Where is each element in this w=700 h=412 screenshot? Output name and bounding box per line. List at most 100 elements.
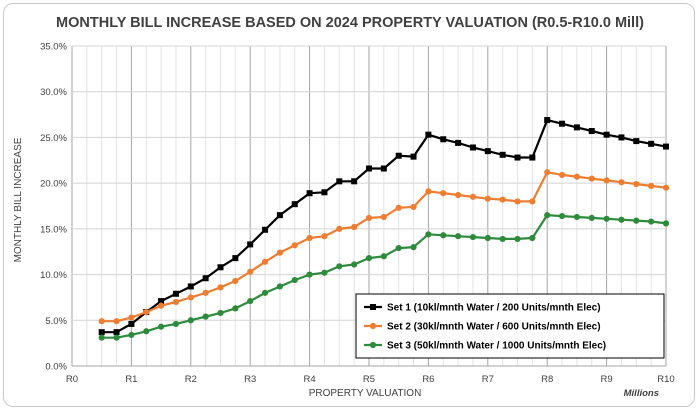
data-point — [603, 215, 610, 222]
chart-frame: MONTHLY BILL INCREASE BASED ON 2024 PROP… — [3, 3, 695, 407]
x-tick-label: R8 — [541, 374, 553, 385]
data-point — [217, 284, 224, 291]
data-point — [380, 213, 387, 221]
data-point — [603, 131, 610, 138]
y-tick-label: 5.0% — [45, 316, 67, 327]
data-point — [291, 276, 298, 284]
data-point — [261, 289, 269, 296]
data-point — [544, 169, 551, 176]
legend-label: Set 3 (50kl/mnth Water / 1000 Units/mnth… — [387, 341, 606, 352]
data-point — [306, 271, 313, 278]
data-point — [321, 233, 328, 240]
data-point — [633, 217, 640, 224]
x-tick-label: R4 — [304, 374, 316, 385]
data-point — [529, 234, 536, 242]
x-tick-label: R3 — [244, 374, 256, 385]
data-point — [633, 138, 640, 145]
data-point — [425, 188, 432, 195]
data-point — [306, 190, 313, 197]
x-tick-label: R1 — [125, 374, 137, 385]
data-point — [128, 314, 135, 321]
data-point — [98, 329, 105, 336]
data-point — [663, 143, 669, 150]
data-point — [380, 165, 387, 172]
legend-item: Set 2 (30kl/mnth Water / 600 Units/mnth … — [364, 322, 601, 333]
data-point — [247, 241, 254, 248]
data-point — [158, 323, 165, 330]
data-point — [395, 204, 402, 211]
data-point — [172, 298, 180, 306]
legend-label: Set 2 (30kl/mnth Water / 600 Units/mnth … — [387, 322, 601, 333]
x-tick-label: R0 — [66, 374, 78, 385]
data-point — [202, 289, 209, 296]
data-point — [187, 283, 194, 290]
data-point — [648, 140, 655, 147]
series-3 — [98, 212, 670, 341]
data-point — [588, 214, 595, 221]
data-point — [455, 139, 462, 146]
series-1 — [98, 117, 669, 336]
y-tick-label: 25.0% — [40, 133, 67, 144]
data-point — [291, 201, 298, 208]
data-point — [529, 154, 536, 161]
legend-box — [355, 293, 665, 359]
data-point — [484, 195, 491, 202]
legend-marker — [370, 304, 376, 310]
data-point — [648, 182, 655, 189]
data-point — [455, 233, 462, 240]
data-point — [113, 318, 120, 325]
data-point — [187, 317, 194, 324]
data-point — [336, 225, 343, 232]
data-point — [573, 124, 580, 131]
x-tick-label: R6 — [422, 374, 434, 385]
data-point — [262, 226, 269, 233]
data-point — [217, 309, 224, 317]
data-point — [648, 218, 655, 225]
x-axis-units-note: Millions — [624, 388, 659, 399]
y-tick-label: 15.0% — [40, 224, 67, 235]
y-axis-label: MONTHLY BILL INCREASE — [13, 137, 24, 262]
data-point — [440, 232, 447, 239]
legend: Set 1 (10kl/mnth Water / 200 Units/mnth … — [355, 293, 665, 359]
data-point — [113, 329, 120, 336]
y-tick-label: 20.0% — [40, 179, 67, 190]
data-point — [202, 313, 209, 320]
data-point — [410, 153, 417, 160]
data-point — [365, 214, 373, 221]
data-point — [202, 275, 209, 282]
x-tick-label: R10 — [657, 374, 674, 385]
data-point — [187, 294, 194, 301]
y-tick-label: 35.0% — [40, 42, 67, 53]
data-point — [291, 242, 298, 249]
data-point — [455, 191, 462, 199]
data-point — [247, 268, 254, 275]
data-point — [232, 305, 239, 312]
data-point — [232, 277, 239, 285]
data-point — [365, 255, 373, 262]
data-point — [261, 258, 269, 265]
data-point — [618, 216, 625, 223]
data-point — [588, 128, 595, 135]
data-point — [172, 320, 180, 328]
data-point — [499, 196, 506, 203]
data-point — [276, 249, 283, 256]
data-point — [440, 136, 447, 143]
data-point — [618, 134, 625, 141]
data-point — [380, 253, 387, 260]
data-point — [158, 302, 165, 309]
legend-item: Set 1 (10kl/mnth Water / 200 Units/mnth … — [364, 303, 601, 314]
legend-marker — [369, 322, 377, 330]
data-point — [558, 171, 566, 179]
data-point — [247, 297, 254, 305]
data-point — [499, 235, 506, 243]
data-point — [529, 198, 536, 205]
data-point — [573, 173, 581, 180]
data-point — [351, 178, 358, 185]
data-point — [662, 184, 670, 191]
data-point — [588, 175, 595, 182]
data-point — [662, 220, 670, 227]
data-point — [128, 331, 135, 339]
x-tick-label: R2 — [185, 374, 197, 385]
data-point — [544, 212, 551, 219]
data-point — [336, 178, 343, 185]
